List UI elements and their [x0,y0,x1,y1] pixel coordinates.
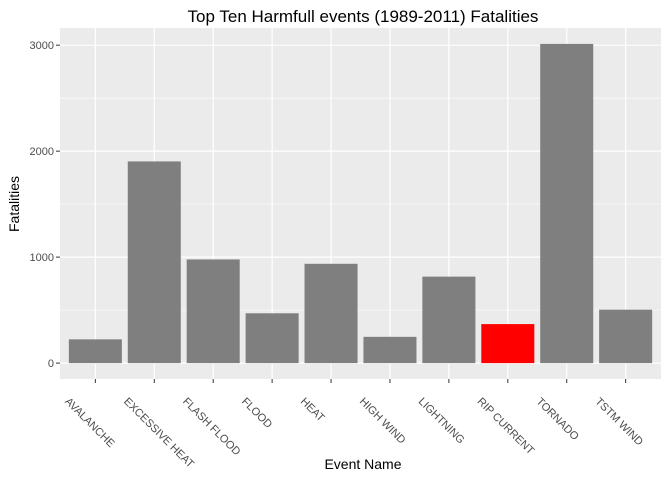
bar-tornado [540,43,594,364]
x-axis-title: Event Name [324,456,401,472]
bar-flood [245,313,299,364]
y-axis: 0 1000 2000 3000 [30,40,60,370]
x-tick-label: LIGHTNING [416,396,467,447]
bar-avalanche [68,339,122,364]
x-tick-label: AVALANCHE [62,396,116,450]
bar-lightning [422,276,476,364]
x-tick-label: HIGH WIND [357,396,408,447]
x-tick-label: TSTM WIND [593,396,646,449]
x-tick-label: RIP CURRENT [475,396,537,458]
y-tick-label: 3000 [30,40,54,52]
x-tick-label: FLOOD [239,396,274,431]
bars [68,43,653,364]
y-axis-title: Fatalities [6,176,22,232]
x-tick-label: HEAT [298,396,327,425]
x-tick-label: TORNADO [534,396,582,444]
bar-rip-current [481,324,535,364]
bar-high-wind [363,336,417,364]
bar-heat [304,263,358,364]
bar-flash-flood [186,259,240,364]
bar-tstm-wind [599,309,653,364]
y-tick-label: 2000 [30,146,54,158]
y-tick-label: 1000 [30,252,54,264]
bar-excessive-heat [127,161,181,364]
x-tick-label: FLASH FLOOD [180,396,243,459]
chart-title: Top Ten Harmfull events (1989-2011) Fata… [188,7,539,26]
y-tick-label: 0 [48,358,54,370]
